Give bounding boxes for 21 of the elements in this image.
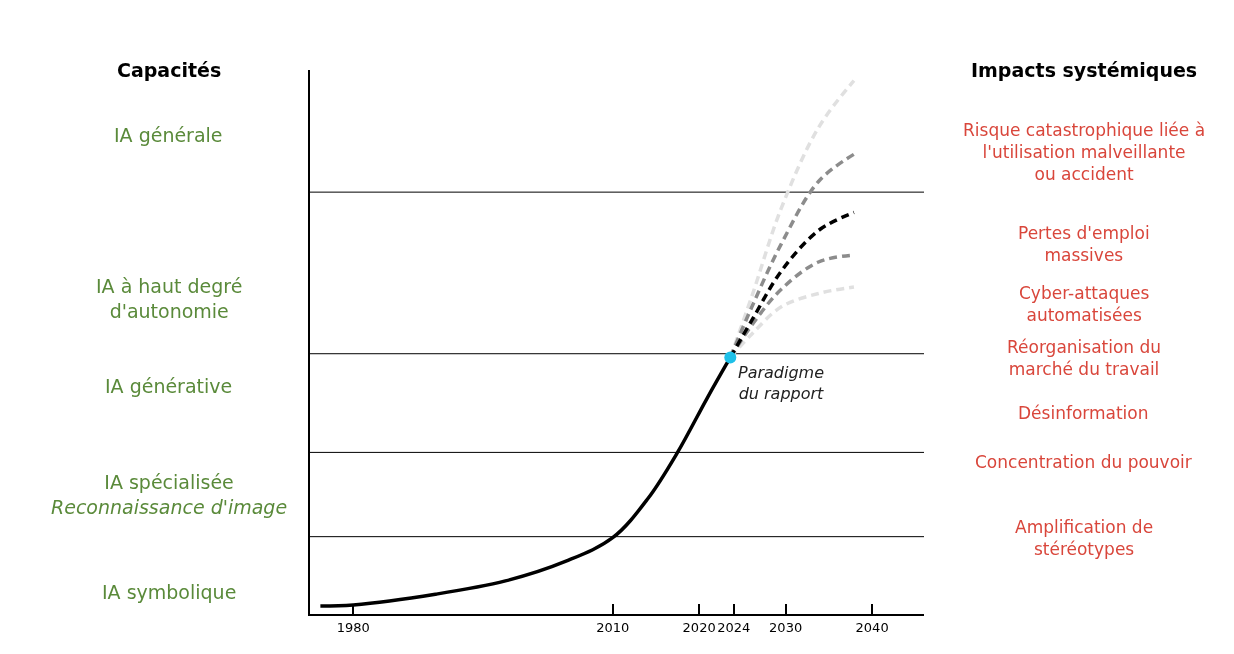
x-tick-label: 2010 bbox=[596, 619, 630, 635]
text: IA générale bbox=[114, 124, 223, 146]
text: Réorganisation du marché du travail bbox=[1007, 337, 1162, 380]
text: Concentration du pouvoir bbox=[975, 452, 1192, 472]
text: Risque catastrophique liée à l'utilisation malveillante ou accident bbox=[963, 120, 1206, 185]
text: Désinformation bbox=[1018, 403, 1149, 423]
text: Pertes d'emploi massives bbox=[1018, 223, 1150, 266]
annotation: Paradigme du rapport bbox=[738, 363, 825, 403]
text: IA spécialisée Reconnaissance d'image bbox=[51, 471, 288, 518]
text: IA à haut degré d'autonomie bbox=[96, 275, 243, 322]
text: Cyber-attaques automatisées bbox=[1019, 283, 1150, 326]
x-tick-label: 1980 bbox=[336, 619, 370, 635]
text: Impacts systémiques bbox=[971, 59, 1198, 81]
x-tick-label: 2030 bbox=[769, 619, 803, 635]
x-tick-label: 2024 bbox=[717, 619, 751, 635]
text: IA générative bbox=[105, 375, 233, 397]
text: Amplification de stéréotypes bbox=[1015, 517, 1154, 560]
x-tick-label: 2020 bbox=[682, 619, 716, 635]
text: IA symbolique bbox=[102, 581, 237, 603]
text: Capacités bbox=[117, 59, 222, 81]
x-tick-label: 2040 bbox=[855, 619, 889, 635]
